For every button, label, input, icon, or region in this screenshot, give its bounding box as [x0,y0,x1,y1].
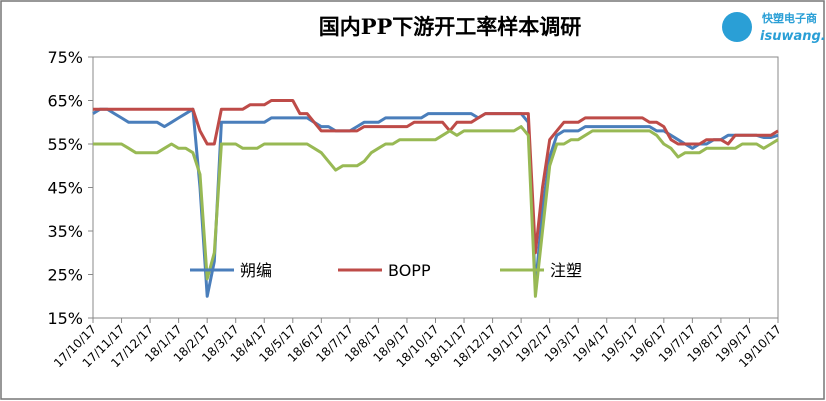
series-line [93,125,779,298]
logo-text: 快塑电子商 [761,11,817,25]
y-tick-label: 55% [47,135,83,154]
logo-icon [722,12,752,42]
y-tick-label: 25% [47,266,83,285]
chart-title: 国内PP下游开工率样本调研 [319,14,582,39]
series-line [92,107,779,298]
legend-label: 朔编 [240,261,272,280]
y-tick-label: 35% [47,222,83,241]
y-tick-label: 65% [47,92,83,111]
y-tick-label: 15% [47,309,83,328]
series-line [93,99,779,255]
y-tick-label: 75% [47,48,83,67]
logo-text: isuwang.co [760,29,826,44]
legend-label: 注塑 [550,261,582,280]
legend-label: BOPP [388,261,431,280]
y-tick-label: 45% [47,179,83,198]
